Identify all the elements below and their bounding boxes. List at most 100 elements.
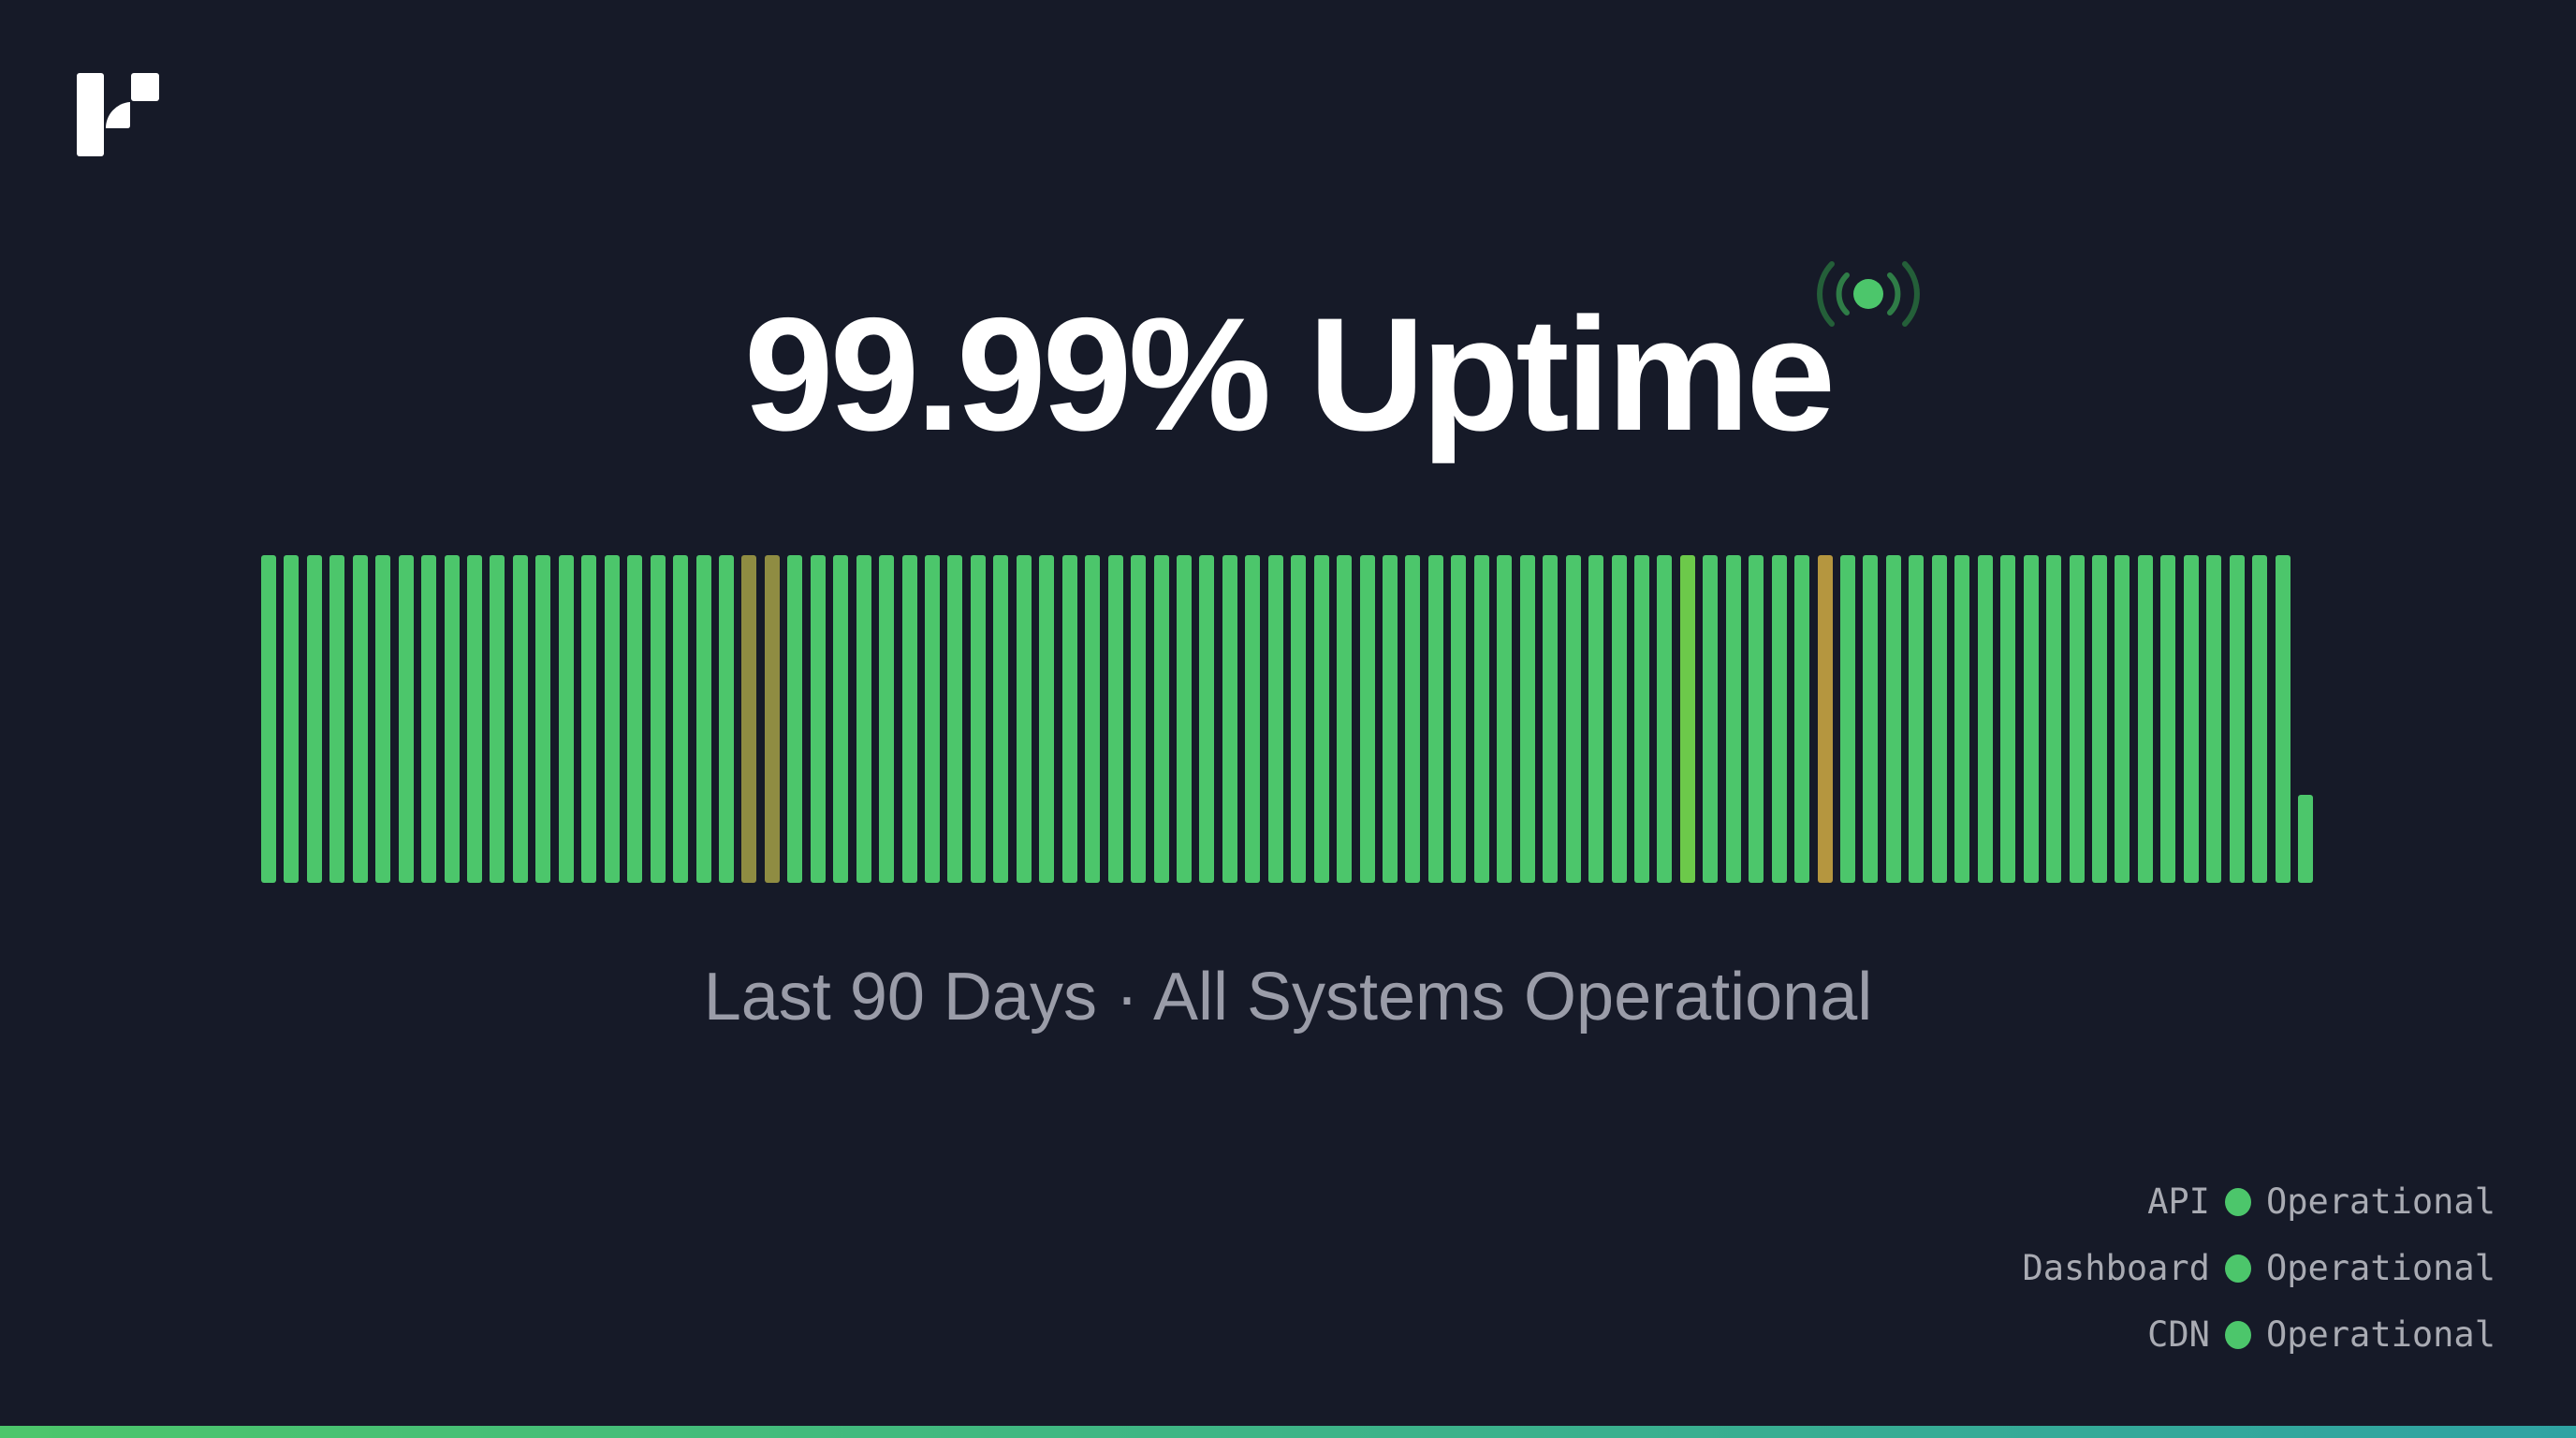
service-row-dashboard: Dashboard Operational bbox=[2022, 1235, 2496, 1301]
uptime-bar-day-81[interactable] bbox=[2091, 555, 2107, 883]
uptime-bar-day-57[interactable] bbox=[1543, 555, 1559, 883]
uptime-bar-day-73[interactable] bbox=[1909, 555, 1925, 883]
page-title: 99.99% Uptime bbox=[743, 285, 1836, 464]
status-dot-icon bbox=[2224, 1254, 2251, 1283]
uptime-bar-day-87[interactable] bbox=[2229, 555, 2245, 883]
uptime-bar-day-37[interactable] bbox=[1085, 555, 1101, 883]
uptime-bar-day-61[interactable] bbox=[1633, 555, 1649, 883]
uptime-bar-day-77[interactable] bbox=[2000, 555, 2016, 883]
uptime-bar-day-44[interactable] bbox=[1245, 555, 1261, 883]
uptime-bar-day-78[interactable] bbox=[2023, 555, 2039, 883]
uptime-bar-day-45[interactable] bbox=[1267, 555, 1283, 883]
uptime-bar-day-15[interactable] bbox=[581, 555, 597, 883]
uptime-bar-day-63[interactable] bbox=[1679, 555, 1695, 883]
uptime-bar-day-31[interactable] bbox=[947, 555, 963, 883]
uptime-bar-day-47[interactable] bbox=[1313, 555, 1329, 883]
uptime-bar-day-42[interactable] bbox=[1199, 555, 1215, 883]
uptime-bar-day-21[interactable] bbox=[718, 555, 734, 883]
uptime-bar-day-71[interactable] bbox=[1863, 555, 1879, 883]
uptime-bar-day-27[interactable] bbox=[856, 555, 871, 883]
uptime-bar-day-25[interactable] bbox=[810, 555, 826, 883]
uptime-bar-day-49[interactable] bbox=[1359, 555, 1375, 883]
uptime-bar-day-33[interactable] bbox=[993, 555, 1009, 883]
status-dot-icon bbox=[2224, 1187, 2251, 1216]
uptime-bar-day-5[interactable] bbox=[352, 555, 368, 883]
uptime-bar-day-60[interactable] bbox=[1611, 555, 1627, 883]
uptime-bar-day-1[interactable] bbox=[261, 555, 276, 883]
uptime-bar-day-19[interactable] bbox=[673, 555, 689, 883]
uptime-bar-day-54[interactable] bbox=[1473, 555, 1489, 883]
uptime-bar-day-75[interactable] bbox=[1954, 555, 1970, 883]
uptime-bar-day-32[interactable] bbox=[970, 555, 986, 883]
uptime-bar-day-55[interactable] bbox=[1497, 555, 1513, 883]
service-row-api: API Operational bbox=[2022, 1168, 2496, 1235]
uptime-bar-day-2[interactable] bbox=[284, 555, 300, 883]
uptime-bar-day-22[interactable] bbox=[741, 555, 757, 883]
uptime-bar-day-29[interactable] bbox=[901, 555, 917, 883]
uptime-bar-day-18[interactable] bbox=[650, 555, 666, 883]
uptime-bar-day-51[interactable] bbox=[1405, 555, 1421, 883]
uptime-bar-day-40[interactable] bbox=[1153, 555, 1169, 883]
uptime-bar-day-13[interactable] bbox=[535, 555, 551, 883]
uptime-bar-day-17[interactable] bbox=[627, 555, 643, 883]
uptime-bar-day-90[interactable] bbox=[2298, 794, 2313, 883]
uptime-bar-day-85[interactable] bbox=[2183, 555, 2199, 883]
uptime-bar-day-34[interactable] bbox=[1016, 555, 1032, 883]
uptime-bar-day-30[interactable] bbox=[925, 555, 941, 883]
uptime-bar-day-72[interactable] bbox=[1885, 555, 1901, 883]
uptime-bar-day-43[interactable] bbox=[1222, 555, 1237, 883]
uptime-bar-day-38[interactable] bbox=[1107, 555, 1123, 883]
uptime-bar-day-56[interactable] bbox=[1519, 555, 1535, 883]
uptime-bar-day-9[interactable] bbox=[444, 555, 460, 883]
uptime-bar-day-16[interactable] bbox=[604, 555, 620, 883]
uptime-bar-day-46[interactable] bbox=[1291, 555, 1307, 883]
uptime-bar-day-39[interactable] bbox=[1131, 555, 1147, 883]
uptime-bar-day-4[interactable] bbox=[329, 555, 345, 883]
uptime-bar-day-68[interactable] bbox=[1794, 555, 1810, 883]
uptime-bar-day-8[interactable] bbox=[421, 555, 437, 883]
uptime-bar-day-88[interactable] bbox=[2252, 555, 2268, 883]
uptime-bar-day-59[interactable] bbox=[1588, 555, 1604, 883]
uptime-bar-day-11[interactable] bbox=[490, 555, 505, 883]
uptime-bar-day-52[interactable] bbox=[1427, 555, 1443, 883]
uptime-bar-day-58[interactable] bbox=[1565, 555, 1581, 883]
uptime-bar-day-6[interactable] bbox=[375, 555, 391, 883]
uptime-bar-day-64[interactable] bbox=[1703, 555, 1719, 883]
brand-logo bbox=[77, 73, 159, 156]
uptime-bar-day-12[interactable] bbox=[512, 555, 528, 883]
uptime-bar-day-82[interactable] bbox=[2115, 555, 2130, 883]
uptime-bar-day-10[interactable] bbox=[467, 555, 483, 883]
uptime-bar-day-41[interactable] bbox=[1176, 555, 1192, 883]
uptime-bar-day-26[interactable] bbox=[833, 555, 849, 883]
uptime-bar-day-50[interactable] bbox=[1383, 555, 1398, 883]
uptime-bar-day-20[interactable] bbox=[695, 555, 711, 883]
uptime-bar-day-89[interactable] bbox=[2275, 555, 2291, 883]
uptime-bar-day-76[interactable] bbox=[1977, 555, 1993, 883]
uptime-bar-day-28[interactable] bbox=[879, 555, 895, 883]
service-status-list: API Operational Dashboard Operational CD… bbox=[2022, 1168, 2496, 1368]
uptime-bar-day-83[interactable] bbox=[2137, 555, 2153, 883]
uptime-bar-day-65[interactable] bbox=[1725, 555, 1741, 883]
uptime-bar-day-48[interactable] bbox=[1337, 555, 1353, 883]
uptime-bar-day-74[interactable] bbox=[1931, 555, 1947, 883]
uptime-bar-day-69[interactable] bbox=[1817, 555, 1833, 883]
uptime-bar-day-53[interactable] bbox=[1451, 555, 1467, 883]
uptime-bar-day-67[interactable] bbox=[1771, 555, 1787, 883]
uptime-bar-chart bbox=[261, 555, 2313, 883]
accent-bottom-bar bbox=[0, 1426, 2576, 1438]
uptime-bar-day-24[interactable] bbox=[787, 555, 803, 883]
uptime-bar-day-3[interactable] bbox=[306, 555, 322, 883]
uptime-bar-day-84[interactable] bbox=[2160, 555, 2176, 883]
uptime-bar-day-80[interactable] bbox=[2069, 555, 2085, 883]
uptime-bar-day-7[interactable] bbox=[398, 555, 414, 883]
uptime-bar-day-86[interactable] bbox=[2206, 555, 2222, 883]
uptime-bar-day-35[interactable] bbox=[1039, 555, 1055, 883]
service-status: Operational bbox=[2265, 1181, 2496, 1222]
uptime-bar-day-79[interactable] bbox=[2046, 555, 2062, 883]
uptime-bar-day-62[interactable] bbox=[1657, 555, 1673, 883]
uptime-bar-day-14[interactable] bbox=[558, 555, 574, 883]
uptime-bar-day-36[interactable] bbox=[1061, 555, 1077, 883]
uptime-bar-day-23[interactable] bbox=[764, 555, 780, 883]
uptime-bar-day-70[interactable] bbox=[1840, 555, 1855, 883]
uptime-bar-day-66[interactable] bbox=[1749, 555, 1764, 883]
